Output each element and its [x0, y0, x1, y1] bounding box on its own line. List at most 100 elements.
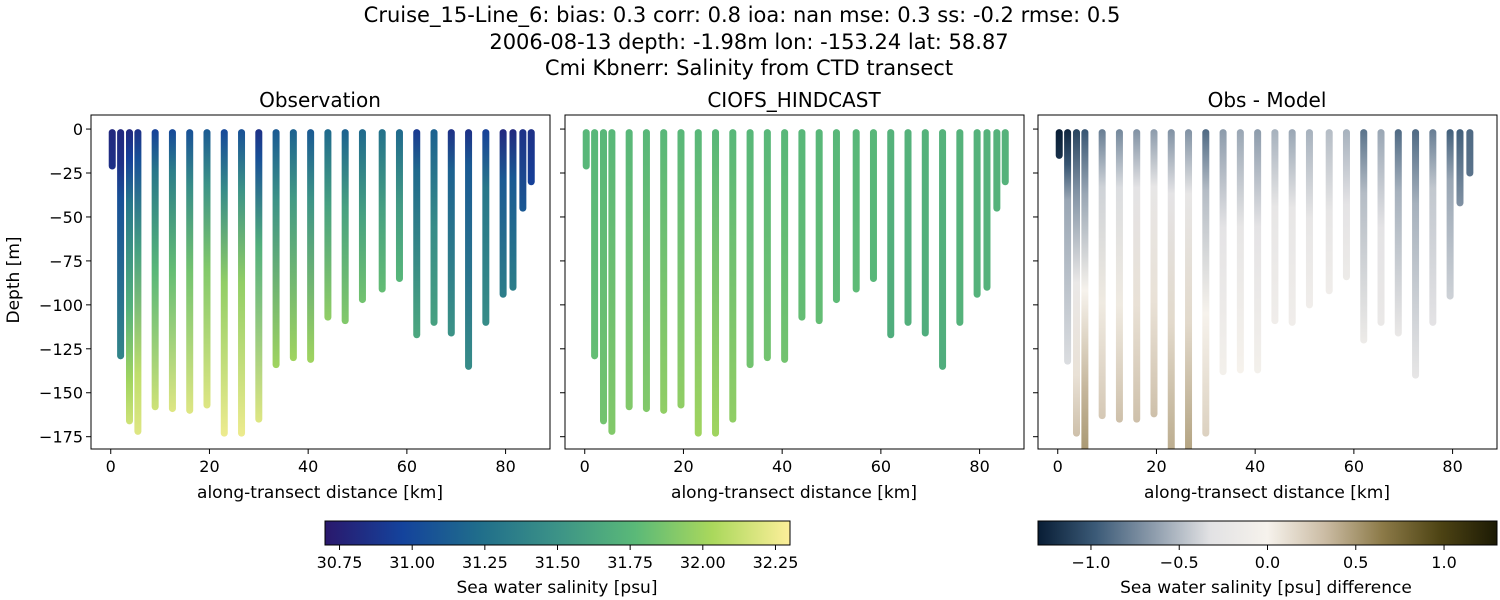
colorbar-tick-label: 31.25: [462, 553, 508, 572]
colorbar-tick-label: 31.75: [607, 553, 653, 572]
depth-profile: [993, 129, 1001, 212]
difference-axis-ticks: 0 20 40 60 80: [1033, 128, 1463, 476]
figure-title-line-1: Cruise_15-Line_6: bias: 0.3 corr: 0.8 io…: [364, 3, 1121, 28]
depth-profile: [904, 129, 912, 326]
depth-profile: [1254, 129, 1262, 374]
x-tick-label: 80: [1442, 457, 1462, 476]
depth-profile: [220, 129, 228, 437]
difference-colorbar-ticks: −1.0 −0.5 0.0 0.5 1.0: [1072, 545, 1457, 572]
colorbar-tick-label: 32.00: [680, 553, 726, 572]
observation-profiles: [108, 129, 535, 437]
depth-profile: [203, 129, 211, 409]
depth-profile: [255, 129, 263, 423]
depth-profile: [591, 129, 599, 360]
depth-profile: [1185, 129, 1193, 449]
depth-profile: [465, 129, 473, 370]
depth-profile: [395, 129, 403, 282]
depth-profile: [186, 129, 194, 414]
depth-profile: [1305, 129, 1313, 309]
depth-profile: [358, 129, 366, 304]
colorbar-tick-label: 32.25: [753, 553, 799, 572]
depth-profile: [1412, 129, 1420, 379]
depth-profile: [832, 129, 840, 304]
colorbar-gradient: [324, 520, 791, 546]
observation-ylabel: Depth [m]: [4, 236, 24, 323]
depth-profile: [1081, 129, 1089, 449]
difference-title: Obs - Model: [1208, 88, 1327, 112]
x-tick-label: 40: [772, 457, 792, 476]
depth-profile: [289, 129, 297, 362]
depth-profile: [499, 129, 507, 298]
depth-profile: [1219, 129, 1227, 376]
colorbar-tick-label: −0.5: [1160, 553, 1199, 572]
x-tick-label: 20: [199, 457, 219, 476]
difference-panel: Obs - Model 0 20 40 60 80 along-transect dis…: [1033, 88, 1498, 503]
depth-profile: [1456, 129, 1464, 207]
depth-profile: [238, 129, 246, 437]
x-tick-label: 60: [1344, 457, 1364, 476]
model-xlabel: along-transect distance [km]: [671, 483, 917, 503]
x-tick-label: 0: [106, 457, 116, 476]
difference-colorbar: −1.0 −0.5 0.0 0.5 1.0 Sea water salinity [ps…: [1037, 520, 1498, 598]
depth-profile: [1342, 129, 1350, 281]
colorbar-tick-label: 31.00: [389, 553, 435, 572]
y-tick-label: −125: [39, 340, 83, 359]
observation-title: Observation: [259, 88, 381, 112]
depth-profile: [939, 129, 947, 370]
depth-profile: [324, 129, 332, 321]
depth-profile: [1150, 129, 1158, 418]
difference-profiles: [1055, 129, 1474, 449]
depth-profile: [1466, 129, 1474, 177]
depth-profile: [134, 129, 142, 435]
depth-profile: [447, 129, 455, 337]
depth-profile: [582, 129, 590, 170]
x-tick-label: 20: [1146, 457, 1166, 476]
y-tick-label: 0: [73, 120, 83, 139]
figure-title-line-2: 2006-08-13 depth: -1.98m lon: -153.24 la…: [489, 30, 1008, 54]
model-axis-ticks: 0 20 40 60 80: [560, 128, 990, 476]
observation-xlabel: along-transect distance [km]: [197, 483, 443, 503]
depth-profile: [1072, 129, 1080, 437]
depth-profile: [746, 129, 754, 369]
model-profiles: [582, 129, 1009, 437]
depth-profile: [1325, 129, 1333, 295]
depth-profile: [956, 129, 964, 326]
depth-profile: [983, 129, 991, 291]
salinity-colorbar: 30.75 31.00 31.25 31.50 31.75 32.00 32.25 Sea …: [317, 520, 799, 598]
x-tick-label: 0: [1053, 457, 1063, 476]
depth-profile: [413, 129, 421, 339]
depth-profile: [608, 129, 616, 435]
colorbar-tick-label: −1.0: [1072, 553, 1111, 572]
depth-profile: [599, 129, 607, 425]
depth-profile: [694, 129, 702, 437]
salinity-colorbar-ticks: 30.75 31.00 31.25 31.50 31.75 32.00 32.25: [317, 545, 799, 572]
difference-xlabel: along-transect distance [km]: [1144, 483, 1390, 503]
depth-profile: [1055, 129, 1063, 159]
observation-panel: Observation 0 20 40 60 80 0 −25 −50 −75 −100 −125 −…: [4, 88, 551, 503]
depth-profile: [168, 129, 176, 413]
y-tick-label: −100: [39, 296, 83, 315]
depth-profile: [973, 129, 981, 298]
depth-profile: [125, 129, 133, 425]
x-tick-label: 40: [298, 457, 318, 476]
depth-profile: [798, 129, 806, 321]
depth-profile: [1064, 129, 1072, 365]
depth-profile: [482, 129, 490, 326]
depth-profile: [1360, 129, 1368, 344]
colorbar-tick-label: 0.5: [1343, 553, 1368, 572]
x-tick-label: 60: [397, 457, 417, 476]
colorbar-tick-label: 30.75: [317, 553, 363, 572]
model-panel: CIOFS_HINDCAST 0 20 40 60 80 along-transect …: [560, 88, 1025, 503]
depth-profile: [151, 129, 159, 411]
depth-profile: [509, 129, 517, 291]
depth-profile: [815, 129, 823, 325]
depth-profile: [117, 129, 125, 360]
depth-profile: [763, 129, 771, 362]
salinity-colorbar-label: Sea water salinity [psu]: [457, 578, 658, 598]
depth-profile: [1429, 129, 1437, 326]
depth-profile: [378, 129, 386, 293]
depth-profile: [1202, 129, 1210, 437]
depth-profile: [1098, 129, 1106, 420]
depth-profile: [1001, 129, 1009, 186]
